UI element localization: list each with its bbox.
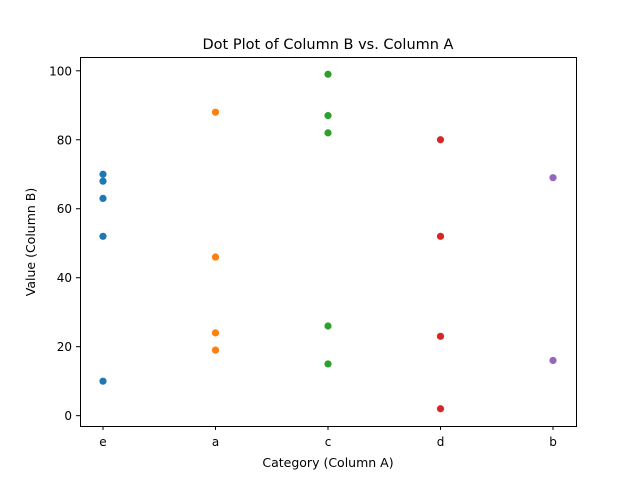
data-point-e bbox=[99, 177, 107, 185]
y-axis-ticks: 0 20 40 60 80 100 bbox=[49, 64, 80, 423]
data-point-e bbox=[99, 170, 107, 178]
chart-title: Dot Plot of Column B vs. Column A bbox=[203, 37, 454, 53]
y-tick-label: 80 bbox=[57, 133, 72, 147]
data-point-a bbox=[211, 253, 220, 261]
data-point-d bbox=[436, 232, 445, 240]
data-point-c bbox=[324, 322, 332, 330]
y-axis-label: Value (Column B) bbox=[23, 188, 38, 296]
x-tick-label-d: d bbox=[437, 435, 445, 449]
data-point-e bbox=[99, 194, 107, 202]
data-point-b bbox=[549, 356, 557, 365]
data-point-c bbox=[324, 112, 332, 120]
x-tick-label-b: b bbox=[549, 435, 557, 449]
y-tick-label: 100 bbox=[49, 64, 72, 78]
data-point-c bbox=[324, 360, 332, 368]
data-points bbox=[99, 70, 557, 413]
data-point-d bbox=[436, 405, 445, 413]
data-point-d bbox=[436, 136, 445, 144]
data-point-a bbox=[211, 346, 220, 354]
y-tick-label: 20 bbox=[57, 340, 72, 354]
x-tick-label-e: e bbox=[99, 435, 106, 449]
y-tick-label: 60 bbox=[57, 202, 72, 216]
data-point-b bbox=[549, 174, 557, 182]
x-tick-label-c: c bbox=[325, 435, 332, 449]
data-point-a bbox=[211, 329, 220, 337]
x-axis-label: Category (Column A) bbox=[262, 455, 393, 470]
y-tick-label: 0 bbox=[64, 409, 72, 423]
plot-area-frame bbox=[80, 57, 577, 427]
data-point-a bbox=[211, 108, 220, 116]
data-point-d bbox=[436, 332, 445, 340]
data-point-c bbox=[324, 129, 332, 137]
data-point-c bbox=[324, 70, 332, 78]
x-tick-label-a: a bbox=[212, 435, 219, 449]
data-point-e bbox=[99, 377, 107, 385]
data-point-e bbox=[99, 232, 107, 240]
y-tick-label: 40 bbox=[57, 271, 72, 285]
